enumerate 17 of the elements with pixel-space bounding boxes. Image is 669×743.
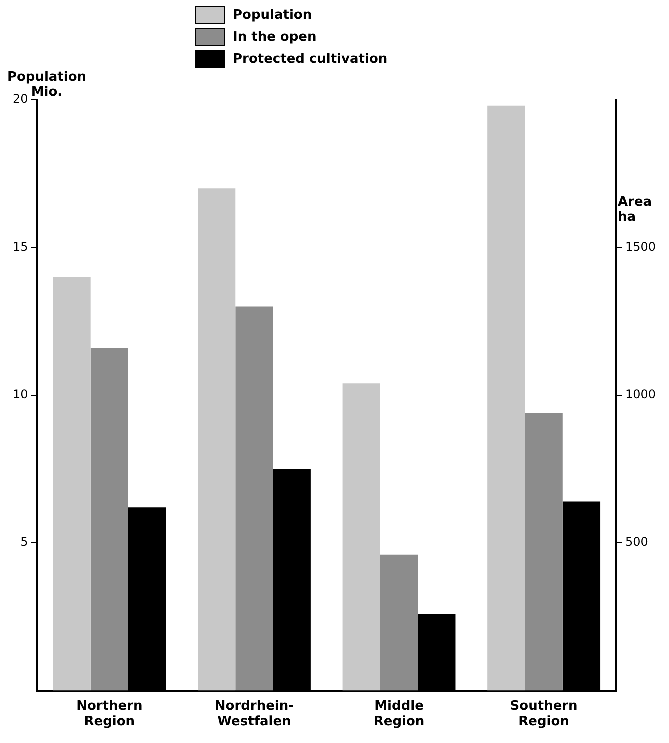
legend-label: Population	[233, 8, 312, 22]
x-tick-label: Southern Region	[510, 698, 578, 730]
x-tick-label: Nordrhein-Westfalen	[214, 698, 294, 730]
y-tick-label: 20	[12, 92, 28, 106]
y-tick-label: 10	[12, 388, 28, 402]
y2-axis-title: Area ha	[618, 195, 654, 225]
legend-label: In the open	[233, 30, 317, 44]
bar	[488, 106, 526, 691]
y2-tick-label: 1000	[625, 388, 656, 402]
x-tick-label: Middle Region	[374, 698, 425, 730]
y2-tick-label: 500	[625, 535, 648, 550]
y-tick-label: 5	[20, 535, 28, 550]
legend-label: Protected cultivation	[233, 52, 388, 66]
bar	[342, 384, 380, 691]
x-tick-label: Northern Region	[76, 698, 143, 730]
y2-tick-label: 1500	[625, 240, 656, 254]
y-tick-label: 15	[12, 240, 28, 254]
